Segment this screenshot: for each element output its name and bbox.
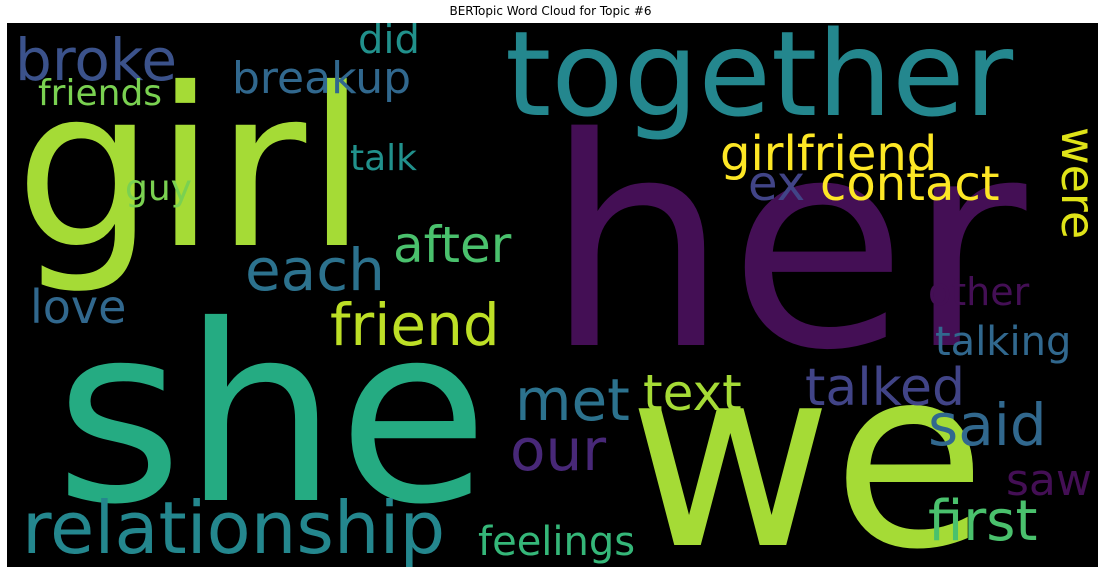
word-girl: girl: [15, 41, 367, 297]
word-friends: friends: [38, 73, 162, 114]
word-she: she: [55, 273, 489, 558]
word-talk: talk: [350, 138, 417, 179]
word-we: we: [628, 313, 986, 567]
word-met: met: [515, 366, 630, 434]
word-ex: ex: [748, 156, 805, 212]
word-friend: friend: [330, 291, 500, 359]
word-contact: contact: [820, 156, 1000, 212]
word-said: said: [928, 391, 1047, 459]
word-saw: saw: [1006, 455, 1092, 506]
word-did: did: [358, 23, 420, 63]
word-cloud: her we she girl together relationship friend sa…: [7, 23, 1098, 567]
word-guy: guy: [125, 168, 192, 209]
word-love: love: [30, 280, 126, 334]
word-talked: talked: [805, 358, 965, 418]
word-text: text: [643, 364, 742, 422]
word-relationship: relationship: [22, 486, 445, 567]
word-each: each: [245, 236, 385, 304]
word-after: after: [393, 216, 512, 274]
word-together: together: [505, 23, 1014, 143]
word-her: her: [545, 77, 1030, 414]
word-girlfriend: girlfriend: [720, 126, 937, 182]
chart-title: BERTopic Word Cloud for Topic #6: [449, 4, 652, 18]
word-were: were: [1051, 127, 1098, 239]
word-broke: broke: [15, 26, 177, 94]
word-first: first: [928, 489, 1037, 554]
word-our: our: [510, 416, 606, 484]
word-breakup: breakup: [232, 53, 411, 104]
word-other: other: [928, 270, 1030, 314]
word-feelings: feelings: [478, 519, 635, 565]
word-talking: talking: [935, 319, 1071, 365]
